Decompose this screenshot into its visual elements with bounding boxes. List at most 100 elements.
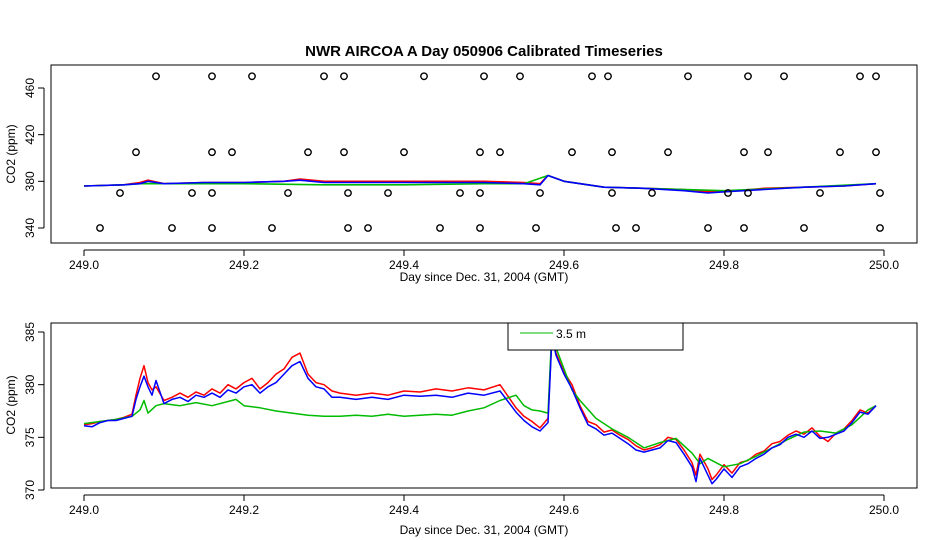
legend-box — [507, 322, 684, 351]
top-series-line-2 — [83, 174, 877, 194]
x-tick-label: 249.8 — [709, 258, 739, 272]
calibration-point — [876, 224, 884, 232]
top-plot-frame — [50, 64, 918, 244]
y-tick-label: 380 — [23, 171, 37, 191]
chart-title: NWR AIRCOA A Day 050906 Calibrated Times… — [305, 43, 663, 60]
x-tick-label: 249.6 — [549, 503, 579, 517]
legend-label-3-5m: 3.5 m — [556, 327, 586, 341]
calibration-point — [132, 148, 140, 157]
calibration-point — [152, 72, 160, 81]
calibration-point — [284, 189, 292, 197]
x-tick-label: 249.4 — [389, 503, 419, 517]
calibration-point — [648, 189, 656, 197]
bottom-x-axis-label: Day since Dec. 31, 2004 (GMT) — [400, 523, 569, 537]
calibration-point — [344, 189, 352, 197]
calibration-point — [604, 72, 612, 81]
calibration-point — [800, 224, 808, 232]
bottom-x-axis: 249.0 249.2 249.4 249.6 249.8 250.0 — [69, 494, 899, 517]
calibration-point — [764, 148, 772, 157]
calibration-point — [456, 189, 464, 197]
calibration-point — [876, 189, 884, 197]
calibration-point — [532, 224, 540, 232]
calibration-point — [320, 72, 328, 81]
calibration-point — [344, 224, 352, 232]
calibration-point — [664, 148, 672, 157]
bottom-y-axis: 370 375 380 385 — [23, 322, 45, 500]
x-tick-label: 249.4 — [389, 258, 419, 272]
calibration-point — [116, 189, 124, 197]
calibration-point — [228, 148, 236, 157]
calibration-point — [476, 189, 484, 197]
calibration-point — [96, 224, 104, 232]
calibration-point — [208, 148, 216, 157]
y-tick-label: 420 — [23, 124, 37, 144]
calibration-point — [208, 224, 216, 232]
calibration-point — [740, 148, 748, 157]
calibration-point — [436, 224, 444, 232]
calibration-point — [496, 148, 504, 157]
calibration-point — [208, 72, 216, 81]
y-tick-label: 380 — [23, 374, 37, 394]
calibration-point — [480, 72, 488, 81]
calibration-point — [872, 148, 880, 157]
calibration-point — [816, 189, 824, 197]
x-tick-label: 249.0 — [69, 503, 99, 517]
calibration-point — [632, 224, 640, 232]
calibration-point — [268, 224, 276, 232]
x-tick-label: 249.8 — [709, 503, 739, 517]
calibration-point — [744, 72, 752, 81]
calibration-point — [744, 189, 752, 197]
x-tick-label: 249.6 — [549, 258, 579, 272]
calibration-point — [476, 224, 484, 232]
calibration-point — [724, 189, 732, 197]
top-x-axis-label: Day since Dec. 31, 2004 (GMT) — [400, 270, 569, 284]
calibration-point — [248, 72, 256, 81]
calibration-point — [384, 189, 392, 197]
calibration-point — [836, 148, 844, 157]
bottom-y-axis-label: CO2 (ppm) — [4, 375, 18, 434]
calibration-point — [340, 148, 348, 157]
calibration-point — [612, 224, 620, 232]
bot-series-line-1 — [83, 325, 877, 468]
calibration-point — [208, 189, 216, 197]
calibration-point — [780, 72, 788, 81]
calibration-point — [536, 189, 544, 197]
calibration-point — [340, 72, 348, 81]
y-tick-label: 460 — [23, 78, 37, 98]
y-tick-label: 375 — [23, 427, 37, 447]
x-tick-label: 249.0 — [69, 258, 99, 272]
top-calibration-points-group — [96, 72, 884, 232]
bottom-series-group — [83, 325, 877, 485]
calibration-point — [704, 224, 712, 232]
calibration-point — [740, 224, 748, 232]
calibration-point — [872, 72, 880, 81]
calibration-point — [476, 148, 484, 157]
top-y-axis: 340 380 420 460 — [23, 78, 45, 238]
y-tick-label: 340 — [23, 218, 37, 238]
bottom-plot-frame — [50, 322, 918, 489]
calibration-point — [684, 72, 692, 81]
top-y-axis-label: CO2 (ppm) — [4, 124, 18, 183]
calibration-point — [608, 148, 616, 157]
bottom-panel: 3.5 m 249.0 249.2 249.4 249.6 249.8 250.0 370… — [4, 322, 918, 537]
calibration-point — [568, 148, 576, 157]
x-tick-label: 249.2 — [229, 258, 259, 272]
calibration-point — [516, 72, 524, 81]
top-panel: NWR AIRCOA A Day 050906 Calibrated Times… — [4, 43, 918, 284]
calibration-point — [856, 72, 864, 81]
top-x-axis: 249.0 249.2 249.4 249.6 249.8 250.0 — [69, 249, 899, 272]
bot-series-line-2 — [83, 335, 877, 485]
calibration-point — [420, 72, 428, 81]
calibration-point — [364, 224, 372, 232]
calibration-point — [168, 224, 176, 232]
top-series-group — [83, 174, 877, 194]
calibration-point — [588, 72, 596, 81]
x-tick-label: 250.0 — [869, 503, 899, 517]
legend: 3.5 m — [507, 322, 684, 351]
x-tick-label: 250.0 — [869, 258, 899, 272]
y-tick-label: 370 — [23, 480, 37, 500]
calibration-point — [188, 189, 196, 197]
calibration-point — [608, 189, 616, 197]
calibration-point — [304, 148, 312, 157]
